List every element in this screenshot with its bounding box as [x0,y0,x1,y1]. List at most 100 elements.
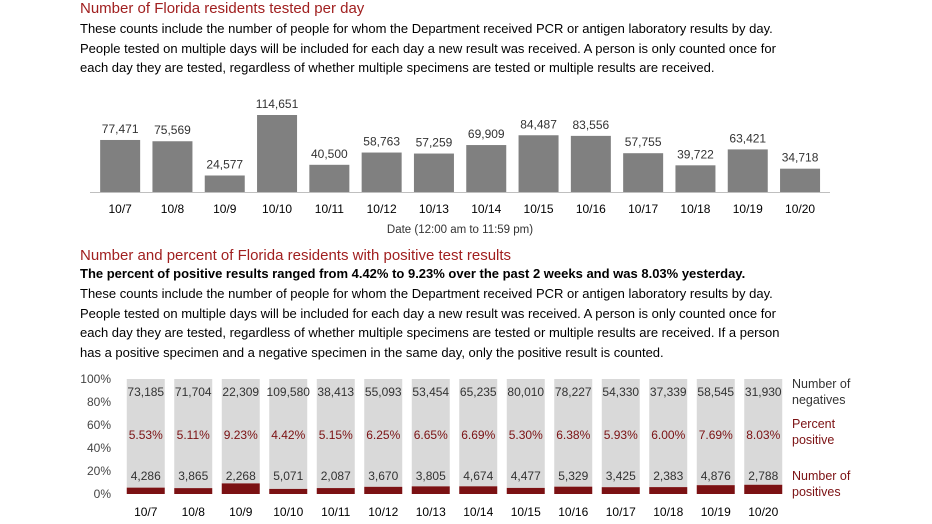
x-tick-label: 10/17 [628,202,658,216]
percent-positive-label: 6.38% [556,428,590,442]
x-tick-label: 10/16 [558,505,588,519]
bar-positives-10/11 [316,488,355,494]
negatives-value-label: 78,227 [555,385,592,399]
bar-tested-10/18 [675,165,716,192]
x-axis-title: Date (12:00 am to 11:59 pm) [387,224,533,236]
tested-description: These counts include the number of peopl… [80,19,776,78]
x-tick-label: 10/15 [511,505,541,519]
y-tick-label: 80% [87,395,111,409]
bar-tested-10/19 [727,149,768,192]
bar-positives-10/13 [411,486,450,494]
legend-positives: Number of positives [792,469,851,499]
negatives-value-label: 53,454 [412,385,449,399]
bar-negatives-10/17 [601,379,640,488]
bar-tested-10/14 [466,145,507,192]
x-tick-label: 10/17 [606,505,636,519]
bar-positives-10/12 [364,486,403,494]
x-tick-label: 10/13 [416,505,446,519]
positives-value-label: 2,087 [321,469,351,483]
legend-percent-positive: Percent positive [792,417,836,447]
percent-positive-label: 6.69% [461,428,495,442]
percent-positive-label: 5.93% [604,428,638,442]
negatives-value-label: 73,185 [127,385,164,399]
bar-value-label: 77,471 [102,122,139,136]
bar-value-label: 69,909 [468,127,505,141]
bar-value-label: 83,556 [572,118,609,132]
positive-chart-title: Number and percent of Florida residents … [80,247,512,264]
percent-positive-label: 5.53% [129,428,163,442]
bar-tested-10/9 [204,175,245,192]
negatives-value-label: 54,330 [602,385,639,399]
x-tick-label: 10/9 [213,202,237,216]
percent-positive-label: 5.11% [177,428,210,442]
bar-negatives-10/19 [696,379,735,486]
bar-negatives-10/18 [649,379,688,488]
bar-tested-10/17 [623,153,664,192]
bar-negatives-10/12 [364,379,403,487]
negatives-value-label: 58,545 [697,385,734,399]
negatives-value-label: 22,309 [222,385,259,399]
x-tick-label: 10/18 [653,505,683,519]
x-tick-label: 10/10 [262,202,292,216]
bar-value-label: 114,651 [256,97,299,111]
bar-tested-10/20 [780,168,821,192]
bar-negatives-10/9 [221,379,260,484]
x-tick-label: 10/10 [273,505,303,519]
bar-value-label: 75,569 [154,123,191,137]
bar-value-label: 24,577 [206,157,243,171]
bar-value-label: 40,500 [311,147,348,161]
positives-value-label: 3,865 [178,469,208,483]
positives-value-label: 2,268 [226,469,256,483]
bar-negatives-10/11 [316,379,355,489]
percent-positive-label: 6.00% [651,428,685,442]
percent-positive-label: 5.15% [319,428,353,442]
bar-negatives-10/20 [744,379,783,485]
bar-positives-10/8 [174,488,213,494]
x-tick-label: 10/14 [471,202,501,216]
percent-positive-label: 5.30% [509,428,543,442]
bar-positives-10/14 [459,486,498,494]
bar-positives-10/10 [269,488,308,494]
percent-positive-label: 6.25% [366,428,400,442]
x-tick-label: 10/11 [315,202,344,216]
bar-tested-10/8 [152,141,193,192]
percent-positive-label: 9.23% [224,428,258,442]
bar-value-label: 84,487 [520,117,557,131]
tested-chart-title: Number of Florida residents tested per d… [80,0,365,17]
paragraph-line: each day they are tested, regardless of … [80,60,715,75]
x-tick-label: 10/20 [785,202,815,216]
percent-positive-label: 6.65% [414,428,448,442]
positives-value-label: 3,425 [606,469,636,483]
positive-description: These counts include the number of peopl… [80,284,779,362]
bar-tested-10/13 [413,153,454,192]
bar-value-label: 58,763 [363,135,400,149]
paragraph-line: These counts include the number of peopl… [80,21,773,36]
positives-value-label: 3,805 [416,469,446,483]
bar-value-label: 34,718 [782,151,819,165]
y-tick-label: 0% [94,487,112,501]
positives-value-label: 2,788 [748,469,778,483]
bar-value-label: 57,755 [625,135,662,149]
y-tick-label: 100% [80,372,111,386]
bar-positives-10/18 [649,487,688,494]
positives-value-label: 2,383 [653,469,683,483]
bar-negatives-10/13 [411,379,450,487]
bar-positives-10/15 [506,487,545,494]
bar-negatives-10/8 [174,379,213,489]
percent-positive-label: 7.69% [699,428,733,442]
x-tick-label: 10/15 [524,202,554,216]
bar-negatives-10/10 [269,379,308,489]
positives-value-label: 4,477 [511,469,541,483]
x-tick-label: 10/11 [321,505,350,519]
x-tick-label: 10/14 [463,505,493,519]
bar-tested-10/10 [257,115,298,192]
positives-value-label: 5,329 [558,469,588,483]
bar-value-label: 63,421 [729,131,766,145]
negatives-value-label: 71,704 [175,385,212,399]
bar-negatives-10/14 [459,379,498,487]
paragraph-line: has a positive specimen and a negative s… [80,344,664,360]
x-tick-label: 10/16 [576,202,606,216]
bar-positives-10/17 [601,487,640,494]
x-tick-label: 10/7 [108,202,132,216]
